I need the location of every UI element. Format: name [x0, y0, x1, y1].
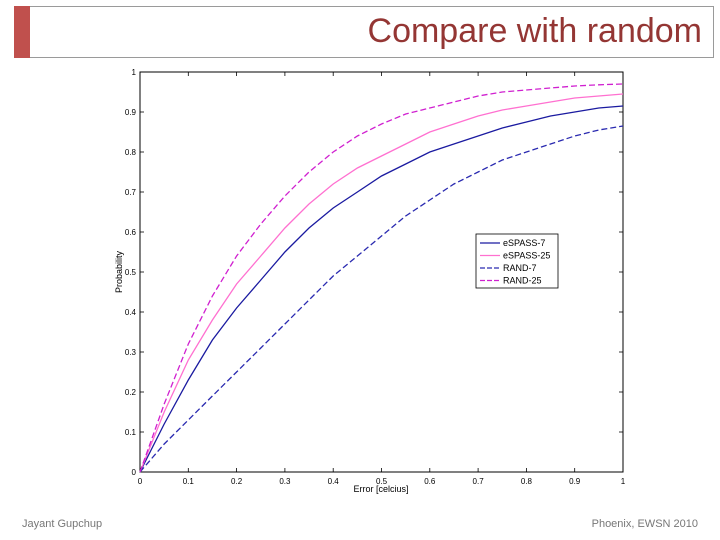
x-tick-label: 0.7 [473, 477, 485, 486]
legend: eSPASS-7 eSPASS-25 RAND-7 RAND-25 [475, 233, 559, 289]
slide-title: Compare with random [367, 12, 702, 50]
x-tick-label: 0.5 [376, 477, 388, 486]
x-tick-label: 0.9 [569, 477, 581, 486]
y-tick-label: 0.5 [125, 268, 137, 277]
y-tick-label: 0.9 [125, 108, 137, 117]
legend-label: RAND-25 [503, 276, 542, 286]
y-tick-label: 0 [132, 468, 137, 477]
x-tick-label: 0.6 [424, 477, 436, 486]
legend-label: eSPASS-7 [503, 238, 545, 248]
legend-label: RAND-7 [503, 263, 537, 273]
y-tick-label: 0.4 [125, 308, 137, 317]
series-line-rand-25 [139, 83, 624, 473]
series-lines [139, 83, 624, 473]
series-line-rand-7 [139, 125, 624, 473]
x-tick-label: 0.8 [521, 477, 533, 486]
series-line-espass-7 [139, 105, 624, 473]
x-axis-label: Error [celcius] [353, 484, 408, 494]
y-tick-label: 0.7 [125, 188, 137, 197]
y-axis-label: Probability [114, 250, 124, 293]
series-line-espass-25 [139, 93, 624, 473]
x-tick-label: 0.2 [231, 477, 243, 486]
footer-venue: Phoenix, EWSN 2010 [591, 518, 698, 530]
y-tick-label: 0.2 [125, 388, 137, 397]
y-tick-label: 0.1 [125, 428, 137, 437]
legend-label: eSPASS-25 [503, 251, 550, 261]
y-tick-label: 0.3 [125, 348, 137, 357]
x-tick-label: 0.4 [328, 477, 340, 486]
x-tick-label: 0.3 [279, 477, 291, 486]
axis-ticks: 0 0.1 0.2 0.3 0.4 0.5 0.6 0.7 0.8 0.9 1 0 0.1 0.2 0.3 0… [125, 68, 626, 486]
x-tick-label: 0.1 [183, 477, 195, 486]
title-accent-bar [14, 6, 30, 58]
y-tick-label: 0.6 [125, 228, 137, 237]
footer-author: Jayant Gupchup [22, 518, 103, 530]
y-tick-label: 0.8 [125, 148, 137, 157]
x-tick-label: 0 [138, 477, 143, 486]
y-tick-label: 1 [132, 68, 137, 77]
x-tick-label: 1 [621, 477, 626, 486]
